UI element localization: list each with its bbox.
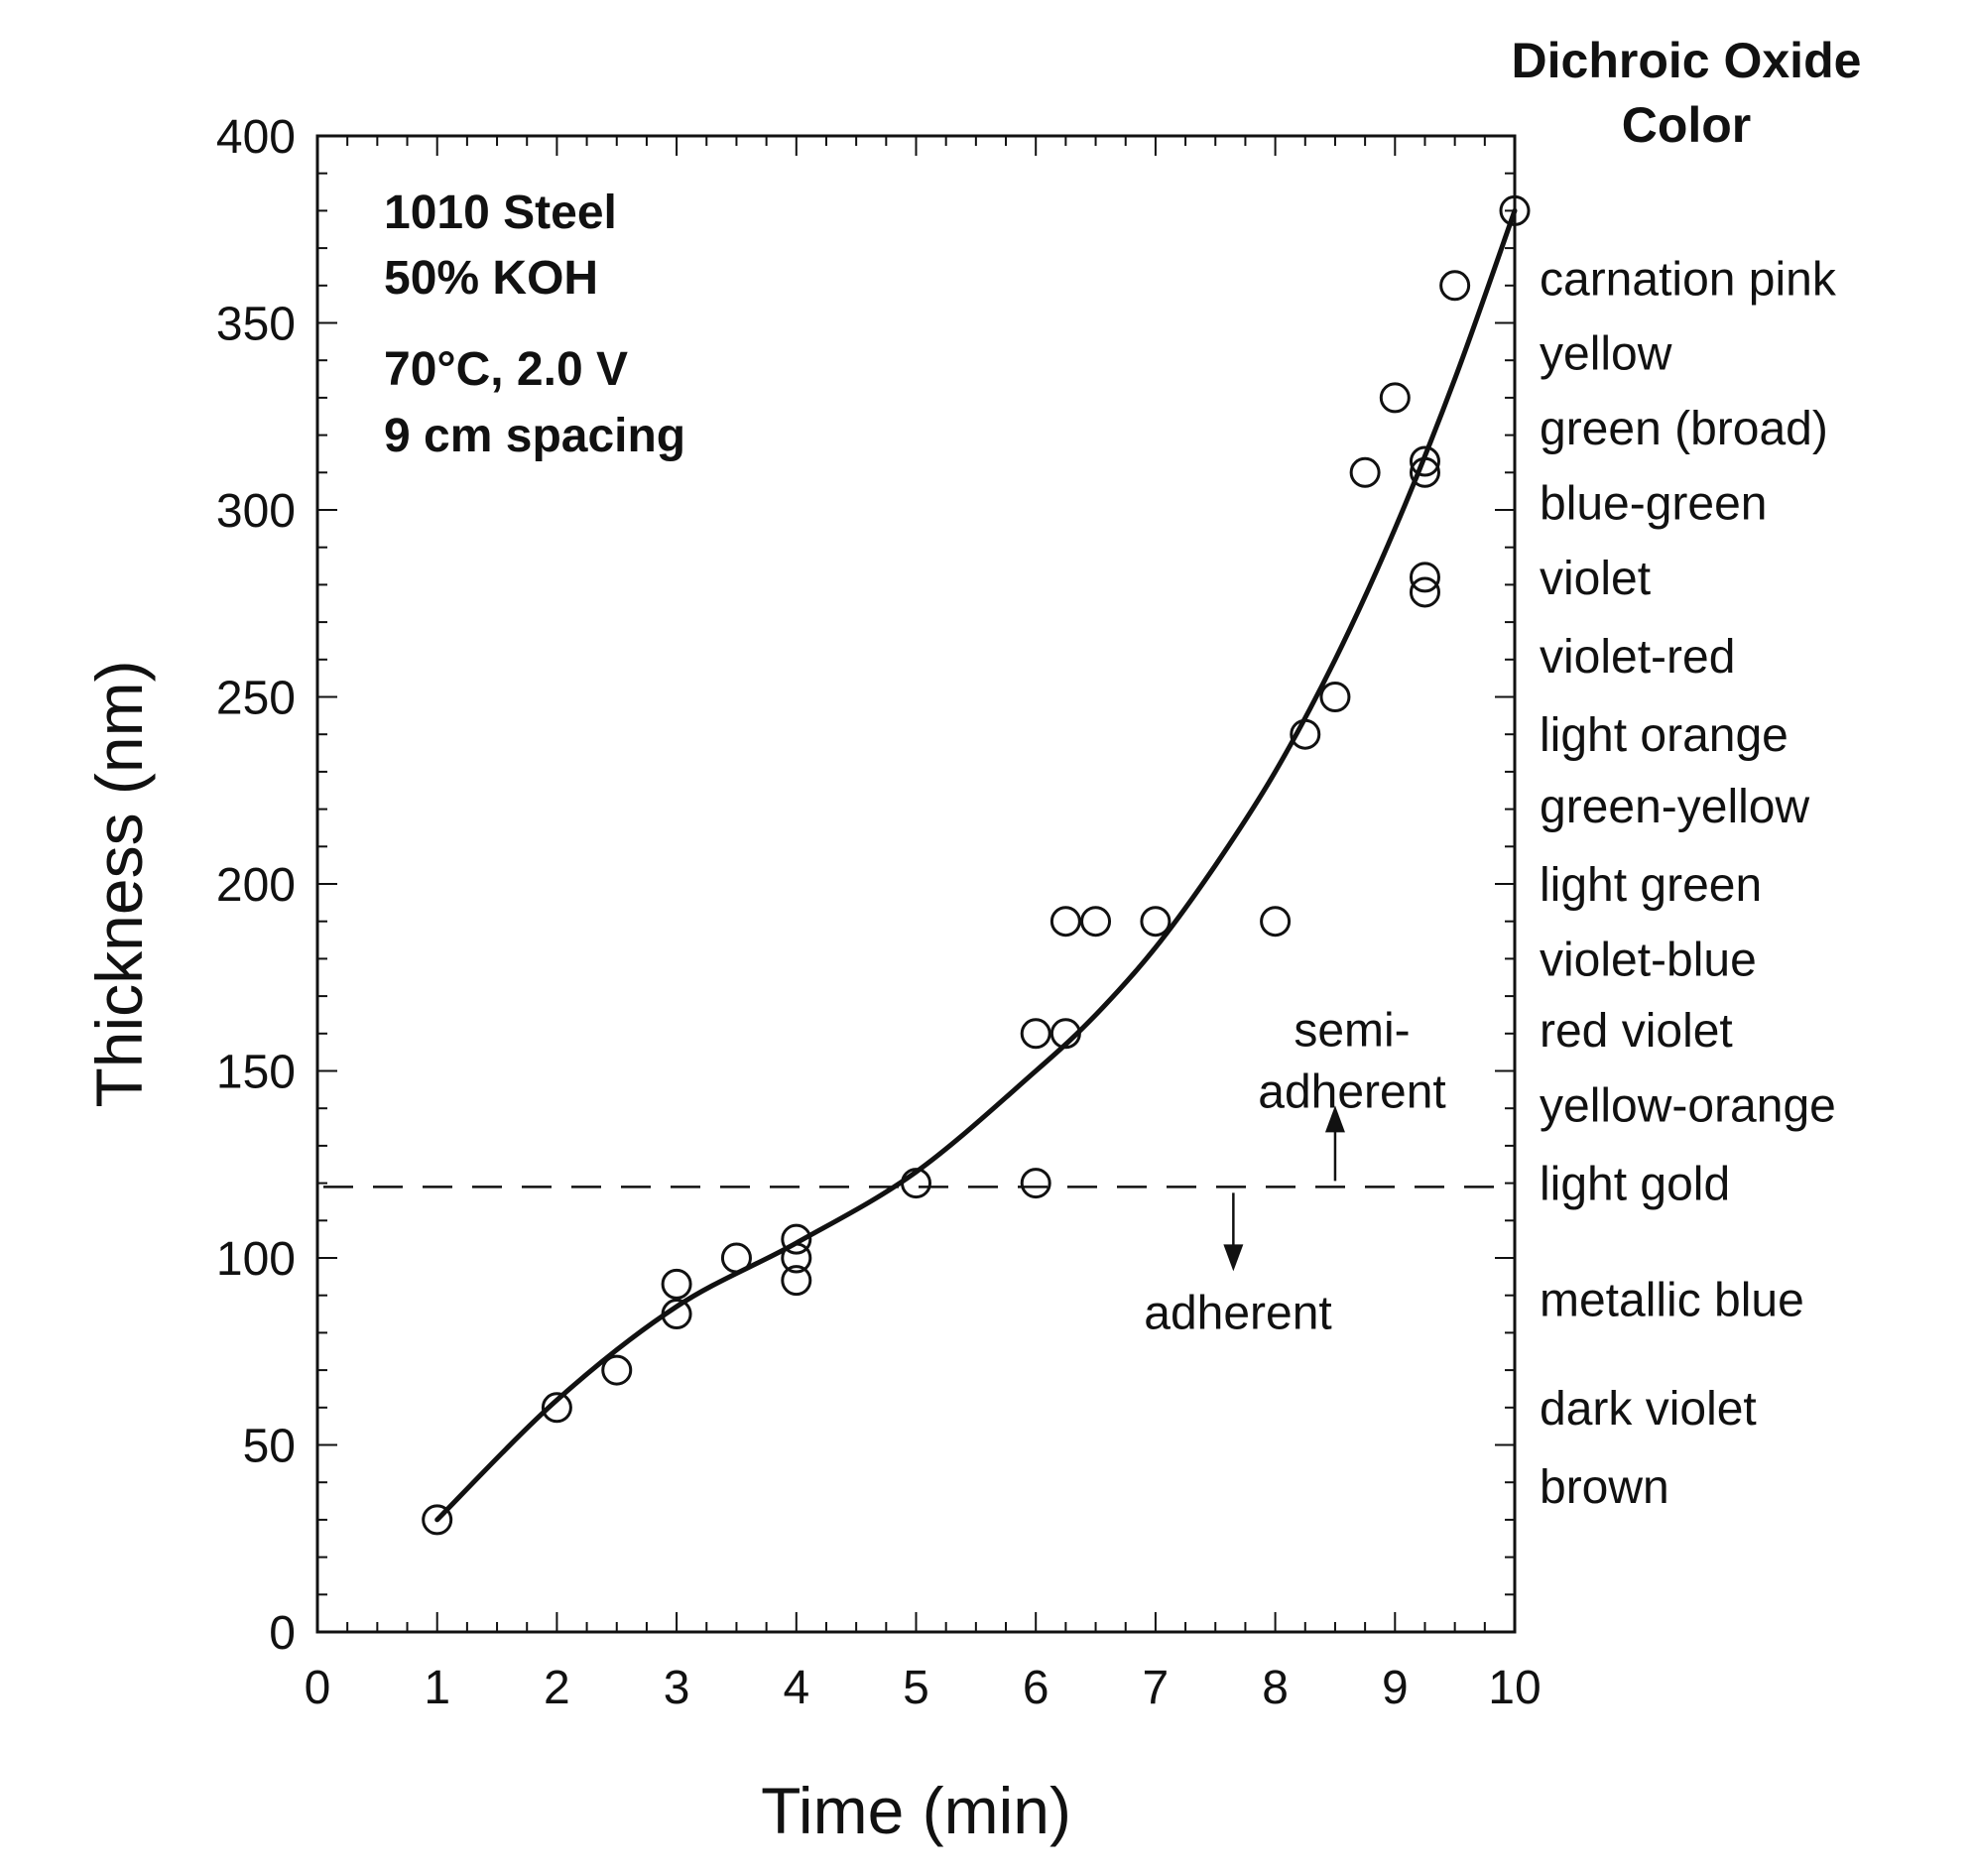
oxide-color-label: yellow — [1540, 328, 1672, 381]
x-axis-title: Time (min) — [761, 1774, 1071, 1847]
y-tick-label: 400 — [216, 111, 296, 164]
oxide-color-label: blue-green — [1540, 477, 1768, 530]
oxide-color-label: metallic blue — [1540, 1274, 1804, 1326]
side-scale-title-line1: Dichroic Oxide — [1512, 33, 1862, 88]
y-tick-label: 150 — [216, 1047, 296, 1099]
y-tick-label: 0 — [269, 1607, 296, 1660]
y-tick-label: 350 — [216, 299, 296, 351]
down-arrow-head-icon — [1223, 1244, 1243, 1271]
data-point — [1142, 908, 1170, 936]
x-tick-label: 0 — [305, 1662, 331, 1714]
oxide-color-label: light orange — [1540, 709, 1789, 762]
data-point — [1351, 458, 1379, 486]
oxide-color-label: light gold — [1540, 1159, 1730, 1211]
data-point — [1022, 1170, 1049, 1197]
semi-adherent-label-line2: adherent — [1258, 1065, 1446, 1118]
x-tick-label: 9 — [1382, 1662, 1409, 1714]
data-point — [722, 1244, 750, 1272]
oxide-color-label: violet — [1540, 553, 1651, 605]
oxide-color-label: yellow-orange — [1540, 1079, 1836, 1132]
x-tick-label: 5 — [903, 1662, 929, 1714]
oxide-color-label: violet-red — [1540, 631, 1735, 684]
data-point — [1051, 908, 1079, 936]
data-point — [1441, 272, 1469, 300]
y-tick-label: 100 — [216, 1233, 296, 1286]
region-arrows — [1223, 1105, 1345, 1271]
oxide-color-label: red violet — [1540, 1005, 1733, 1058]
y-tick-label: 300 — [216, 485, 296, 538]
data-point — [1082, 908, 1110, 936]
data-point — [663, 1270, 690, 1298]
annotation-conditions: 70°C, 2.0 V — [384, 343, 628, 396]
data-point — [1381, 384, 1409, 412]
oxide-color-label: carnation pink — [1540, 253, 1837, 306]
oxide-color-label: dark violet — [1540, 1383, 1757, 1436]
fit-curve — [437, 210, 1515, 1520]
oxide-color-label: brown — [1540, 1461, 1669, 1514]
data-point — [1321, 684, 1349, 711]
annotation-electrolyte: 50% KOH — [384, 252, 598, 305]
annotation-spacing: 9 cm spacing — [384, 410, 685, 462]
y-axis-title: Thickness (nm) — [82, 660, 156, 1107]
x-tick-label: 1 — [424, 1662, 450, 1714]
oxide-color-label: light green — [1540, 859, 1762, 912]
data-point — [1262, 908, 1290, 936]
oxide-color-label: green (broad) — [1540, 403, 1828, 455]
y-tick-label: 250 — [216, 673, 296, 725]
data-point — [603, 1356, 631, 1384]
oxide-color-label: violet-blue — [1540, 934, 1757, 986]
data-points — [424, 196, 1529, 1534]
oxide-color-label: green-yellow — [1540, 781, 1809, 833]
semi-adherent-label-line1: semi- — [1294, 1004, 1410, 1057]
x-tick-label: 3 — [664, 1662, 690, 1714]
x-tick-label: 2 — [544, 1662, 570, 1714]
x-tick-label: 6 — [1023, 1662, 1049, 1714]
side-scale-title-line2: Color — [1622, 97, 1752, 153]
y-tick-label: 200 — [216, 859, 296, 912]
x-tick-label: 10 — [1488, 1662, 1541, 1714]
adherent-label: adherent — [1144, 1287, 1332, 1339]
x-tick-label: 7 — [1143, 1662, 1170, 1714]
y-tick-label: 50 — [243, 1421, 296, 1473]
x-tick-label: 4 — [783, 1662, 809, 1714]
data-point — [1022, 1020, 1049, 1048]
x-tick-label: 8 — [1262, 1662, 1289, 1714]
side-scale-labels: carnation pink yellow green (broad) blue-gr… — [1540, 253, 1837, 1514]
annotation-material: 1010 Steel — [384, 187, 617, 239]
chart: 012345678910050100150200250300350400 Tim… — [0, 0, 1974, 1876]
